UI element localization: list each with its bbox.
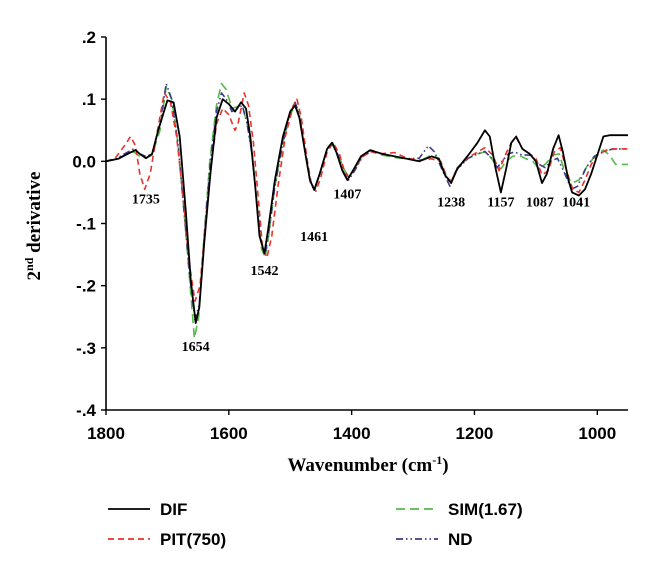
x-axis-ticks: 1800 1600 1400 1200 1000 bbox=[87, 410, 616, 443]
y-axis-title: 2nd derivative bbox=[22, 172, 45, 281]
y-tick-label: 0.0 bbox=[72, 152, 96, 171]
x-tick-label: 1000 bbox=[578, 424, 616, 443]
peak-label: 1735 bbox=[132, 193, 160, 208]
series-line-pit-750 bbox=[105, 92, 628, 302]
peak-label: 1157 bbox=[487, 196, 514, 211]
legend-label: ND bbox=[448, 530, 473, 549]
x-tick-label: 1400 bbox=[333, 424, 371, 443]
y-axis-ticks: .2 .1 0.0 -.1 -.2 -.3 -.4 bbox=[72, 28, 106, 420]
peak-label: 1087 bbox=[526, 196, 554, 211]
y-tick-label: -.4 bbox=[76, 401, 96, 420]
x-tick-label: 1600 bbox=[210, 424, 248, 443]
legend-label: SIM(1.67) bbox=[448, 500, 523, 519]
y-tick-label: -.1 bbox=[76, 215, 96, 234]
legend-label: DIF bbox=[160, 500, 187, 519]
peak-label: 1407 bbox=[333, 188, 361, 203]
peak-label: 1542 bbox=[250, 264, 278, 279]
y-tick-label: -.3 bbox=[76, 339, 96, 358]
peak-label: 1238 bbox=[437, 196, 465, 211]
peak-annotations: 1735 1654 1542 1461 1407 1238 1157 1087 1041 bbox=[132, 188, 590, 355]
x-tick-label: 1800 bbox=[87, 424, 125, 443]
series-line-dif bbox=[105, 98, 628, 324]
y-tick-label: .1 bbox=[82, 90, 96, 109]
legend-label: PIT(750) bbox=[160, 530, 226, 549]
peak-label: 1654 bbox=[182, 340, 210, 355]
legend: DIF PIT(750) SIM(1.67) ND bbox=[108, 500, 523, 549]
x-axis-title: Wavenumber (cm-1) bbox=[287, 453, 448, 476]
plot-lines-group bbox=[105, 82, 628, 340]
x-tick-label: 1200 bbox=[456, 424, 494, 443]
y-tick-label: .2 bbox=[82, 28, 96, 47]
peak-label: 1461 bbox=[300, 230, 328, 245]
y-tick-label: -.2 bbox=[76, 277, 96, 296]
peak-label: 1041 bbox=[562, 196, 590, 211]
